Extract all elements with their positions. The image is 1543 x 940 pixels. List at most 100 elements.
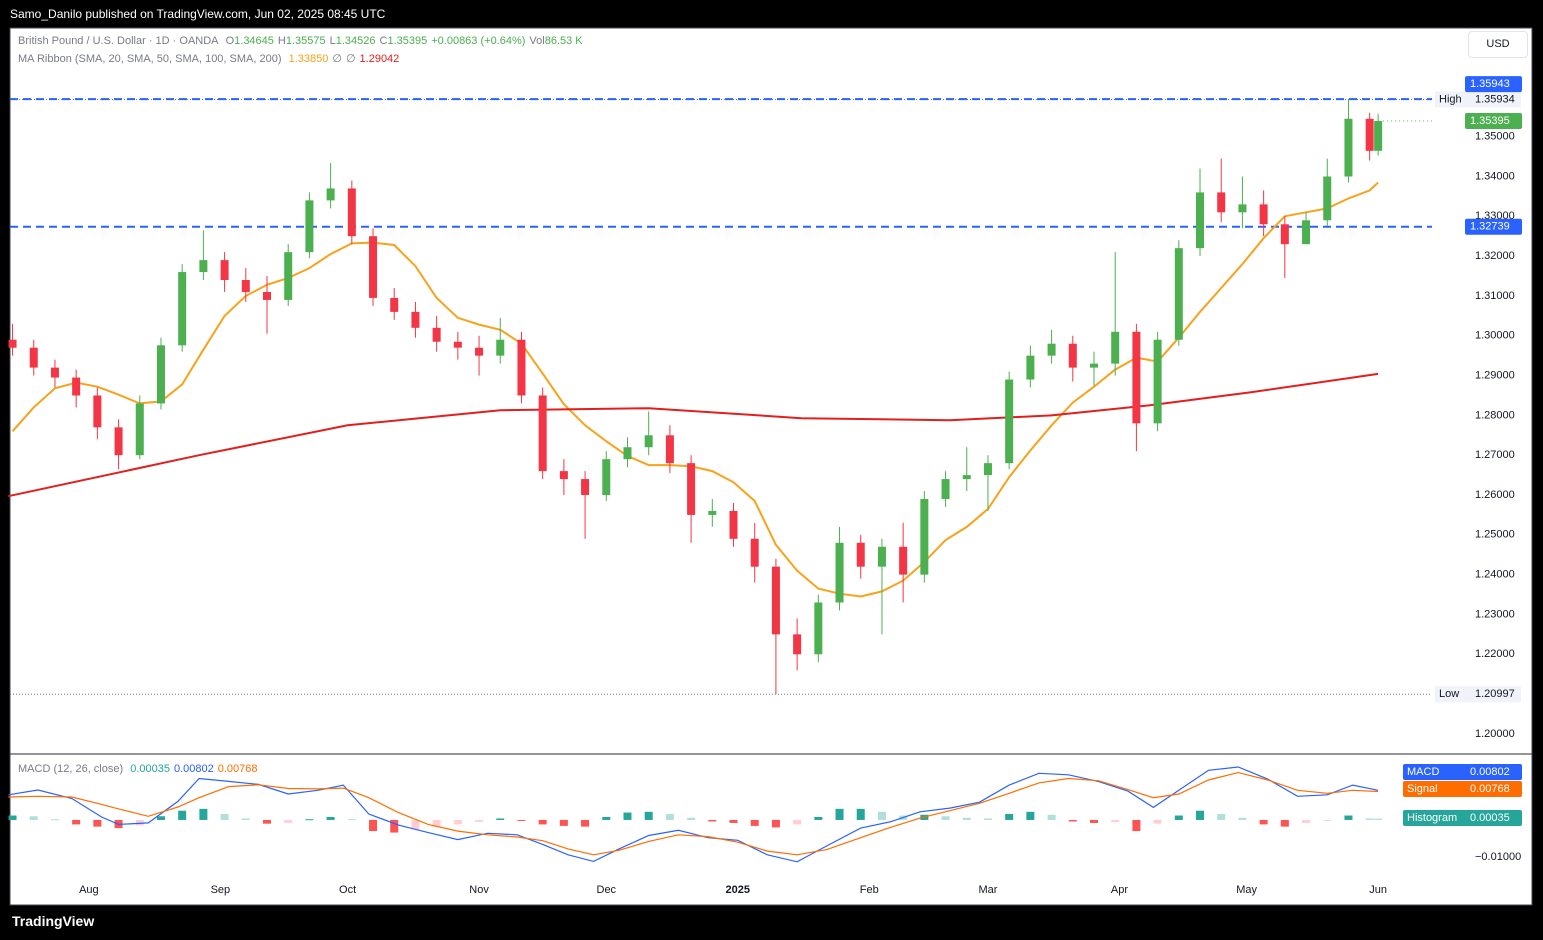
- candle-body: [1153, 339, 1162, 424]
- histogram-bar: [390, 819, 399, 833]
- candle-body: [581, 479, 590, 496]
- candle-body: [1323, 176, 1332, 221]
- histogram-bar: [581, 819, 590, 827]
- x-tick-label: Sep: [211, 884, 231, 896]
- macd-tag-value: 0.00035: [1470, 812, 1510, 824]
- y-tick-label: 1.25000: [1475, 529, 1515, 541]
- macd-legend: MACD (12, 26, close) 0.00035 0.00802 0.007…: [18, 763, 262, 775]
- histogram-bar: [1259, 819, 1268, 825]
- histogram-bar: [1280, 819, 1289, 827]
- macd-title: MACD (12, 26, close): [18, 763, 124, 775]
- candle-body: [347, 188, 356, 237]
- candle-body: [114, 427, 123, 456]
- ma-line: [8, 372, 1379, 498]
- histogram-bar: [1196, 810, 1205, 820]
- candle-body: [305, 200, 314, 253]
- histogram-bar: [178, 810, 187, 820]
- histogram-bar: [475, 819, 484, 822]
- ma-title: MA Ribbon (SMA, 20, SMA, 50, SMA, 100, S…: [18, 53, 282, 65]
- candle-body: [1259, 204, 1268, 225]
- macd-tag: [1403, 781, 1522, 797]
- histogram-bar: [220, 814, 229, 820]
- candle-body: [687, 463, 696, 515]
- candle-body: [326, 188, 335, 201]
- ohlc-value: 1.35395: [387, 35, 428, 47]
- histogram-bar: [241, 818, 250, 820]
- histogram-bar: [263, 819, 272, 824]
- change: +0.00863 (+0.64%): [431, 35, 526, 47]
- y-tick-label: 1.20000: [1475, 728, 1515, 740]
- candle-body: [983, 463, 992, 476]
- y-tick-label: 1.23000: [1475, 608, 1515, 620]
- macd-tag-value: 0.00768: [1470, 783, 1510, 795]
- candle-body: [199, 260, 208, 273]
- low-tag-bg: [1435, 686, 1521, 703]
- y-tick-label: 1.34000: [1475, 170, 1515, 182]
- histogram-bar: [453, 819, 462, 825]
- histogram-bar: [1302, 819, 1311, 823]
- volume: 86.53 K: [544, 35, 583, 47]
- candle-body: [390, 297, 399, 312]
- histogram-bar: [517, 819, 526, 821]
- histogram-bar: [369, 819, 378, 832]
- level-tag: [1465, 218, 1522, 235]
- histogram-bar: [1026, 811, 1035, 820]
- ohlc-value: 1.35575: [285, 35, 326, 47]
- candle-body: [899, 546, 908, 575]
- level-tag-value: 1.32739: [1470, 221, 1510, 233]
- candle-body: [29, 347, 38, 368]
- candle-body: [856, 542, 865, 567]
- level-tag: [1465, 76, 1522, 93]
- candle-body: [517, 339, 526, 396]
- candle-body: [178, 272, 187, 346]
- currency-button[interactable]: USD: [1468, 31, 1528, 58]
- candle-body: [220, 260, 229, 281]
- ohlc-key: L: [329, 35, 336, 47]
- x-tick-label: Apr: [1111, 884, 1128, 896]
- histogram-bar: [1089, 819, 1098, 823]
- candle-body: [1374, 120, 1383, 151]
- candle-body: [1132, 331, 1141, 424]
- candle-body: [1238, 204, 1247, 213]
- macd-tick-label: −0.01000: [1475, 851, 1521, 863]
- histogram-bar: [750, 819, 759, 826]
- y-tick-label: 1.28000: [1475, 409, 1515, 421]
- high-tag-label: High: [1439, 93, 1462, 105]
- x-tick-label: 2025: [726, 884, 750, 896]
- histogram-bar: [72, 819, 81, 825]
- histogram-bar: [814, 817, 823, 820]
- low-tag-value: 1.20997: [1475, 688, 1515, 700]
- y-tick-label: 1.31000: [1475, 290, 1515, 302]
- histogram-bar: [856, 808, 865, 820]
- ohlc-key: H: [277, 35, 286, 47]
- histogram-bar: [559, 819, 568, 826]
- macd-line: [8, 766, 1379, 863]
- x-tick-label: Jun: [1369, 884, 1387, 896]
- last-price-tag: [1465, 112, 1522, 129]
- candle-body: [1302, 220, 1311, 245]
- x-tick-label: May: [1236, 884, 1257, 896]
- candle-body: [93, 395, 102, 428]
- candle-body: [1005, 379, 1014, 464]
- macd-tag: [1403, 764, 1522, 780]
- histogram-bar: [1174, 815, 1183, 820]
- candle-body: [793, 634, 802, 655]
- candle-body: [920, 498, 929, 575]
- brand[interactable]: TradingView: [12, 913, 95, 929]
- histogram-bar: [962, 817, 971, 820]
- macd-tag-name: Histogram: [1407, 812, 1457, 824]
- candle-body: [1026, 355, 1035, 380]
- high-tag-value: 1.35934: [1475, 93, 1515, 105]
- candle-body: [1280, 224, 1289, 245]
- candle-body: [284, 252, 293, 300]
- ma-legend: MA Ribbon (SMA, 20, SMA, 50, SMA, 100, S…: [18, 52, 403, 65]
- x-tick-label: Dec: [597, 884, 617, 896]
- y-tick-label: 1.35000: [1475, 131, 1515, 143]
- candle-body: [771, 566, 780, 635]
- macd-tag-name: Signal: [1407, 783, 1438, 795]
- histogram-bar: [1217, 814, 1226, 820]
- histogram-bar: [1153, 819, 1162, 824]
- histogram-bar: [411, 819, 420, 830]
- histogram-bar: [1047, 814, 1056, 820]
